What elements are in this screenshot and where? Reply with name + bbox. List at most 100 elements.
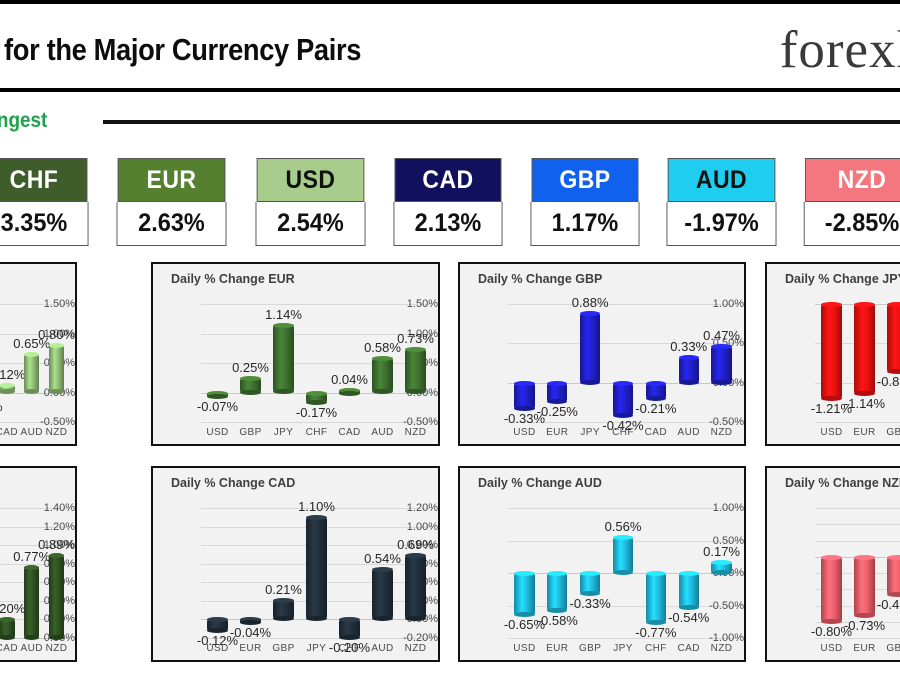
chart-bar (0, 383, 15, 395)
gridline (508, 605, 738, 607)
bar-cap-icon (547, 380, 568, 386)
chart-panel-chf: Daily % Change CHF1.40%1.20%1.00%0.80%0.… (0, 466, 77, 662)
bar-cap-icon (306, 399, 327, 405)
bar-data-label: -0.73% (843, 618, 886, 634)
gridline (508, 304, 738, 305)
currency-badge-gbp: GBP 1.17% (527, 158, 643, 246)
x-axis-tick: USD (513, 643, 536, 654)
bar-cap-icon (372, 567, 393, 573)
bar-cap-icon (547, 399, 568, 405)
chart-title-jpy: Daily % Change JPY (785, 272, 900, 286)
bar-data-label: -0.21% (635, 401, 677, 417)
chart-title-nzd: Daily % Change NZD (785, 476, 900, 490)
chart-panel-jpy: Daily % Change JPY0.00%-0.50%-1.00%-1.50… (765, 262, 900, 446)
x-axis-tick: NZD (45, 643, 68, 654)
x-axis-tick: JPY (580, 427, 600, 438)
bar-data-label: 0.65% (13, 336, 51, 352)
bar-data-label: 0.25% (232, 359, 269, 375)
page-header: e for the Major Currency Pairs forexli (0, 0, 900, 92)
currency-badge-usd: USD 2.54% (252, 158, 369, 246)
chart-bar (612, 380, 634, 418)
gridline (815, 422, 900, 423)
gridline (201, 508, 432, 509)
currency-badge-nzd: NZD -2.85% (800, 158, 900, 246)
x-axis-tick: USD (206, 643, 229, 654)
x-axis-tick: NZD (404, 643, 427, 654)
bar-cap-icon (645, 571, 667, 576)
gridline (0, 304, 69, 305)
currency-strength-badges: CHF 3.35% EUR 2.63% USD 2.54% CAD 2.13% GBP 1.17%… (0, 158, 900, 246)
bar-data-label: -0.25% (536, 404, 578, 420)
bar-data-label: 0.17% (703, 543, 740, 559)
bar-data-label: 0.04% (331, 372, 368, 388)
y-axis-tick: 1.50% (406, 298, 438, 310)
gridline (508, 422, 738, 423)
gridline (508, 638, 738, 639)
currency-badge-code: USD (256, 158, 365, 202)
x-axis-tick: USD (206, 427, 229, 438)
x-axis-tick: GBP (239, 427, 262, 438)
y-axis-tick: 1.00% (43, 327, 75, 340)
x-axis-tick: GBP (272, 643, 295, 654)
x-axis-tick: CHF (338, 643, 361, 654)
y-axis-tick: 0.80% (406, 539, 438, 552)
bar-cap-icon (645, 620, 667, 626)
x-axis-tick: EUR (239, 643, 262, 654)
x-axis-tick: CHF (305, 427, 328, 438)
bar-data-label: -0.33% (569, 596, 611, 612)
bar-cap-icon (306, 390, 327, 396)
chart-bar (306, 390, 327, 405)
chart-bar (645, 380, 667, 402)
bar-cap-icon (887, 591, 900, 597)
chart-bar (821, 302, 842, 402)
y-axis-tick: -0.50% (709, 599, 744, 612)
x-axis-tick: EUR (853, 427, 876, 438)
y-axis-tick: 1.00% (406, 520, 438, 533)
bar-cap-icon (0, 617, 15, 623)
bar-cap-icon (24, 389, 40, 395)
bar-cap-icon (273, 597, 294, 603)
x-axis-tick: JPY (306, 643, 327, 654)
bar-cap-icon (711, 379, 732, 385)
y-axis-tick: 1.40% (43, 502, 75, 514)
currency-badge-code: CAD (394, 158, 502, 202)
bar-cap-icon (240, 617, 261, 623)
currency-badge-value: -2.85% (803, 202, 900, 246)
y-axis-tick: 1.50% (43, 298, 75, 310)
bar-data-label: -0.07% (196, 398, 239, 414)
chart-bar (0, 617, 15, 640)
plot-area-usd: 1.50%1.00%0.50%0.00%-0.50%0.07%EUR-0.25%… (0, 290, 75, 444)
bar-cap-icon (372, 389, 393, 395)
bar-cap-icon (678, 354, 699, 360)
bar-cap-icon (48, 634, 65, 640)
x-axis-tick: JPY (273, 427, 294, 438)
bar-cap-icon (645, 380, 667, 386)
currency-badge-cad: CAD 2.13% (390, 158, 506, 246)
plot-area-cad: 1.20%1.00%0.80%0.60%0.40%0.20%0.00%-0.20… (153, 494, 438, 660)
bar-data-label: 0.20% (0, 601, 26, 617)
chart-bar (547, 571, 568, 613)
y-axis-tick: 1.20% (406, 502, 438, 514)
chart-bar (887, 554, 900, 597)
bar-cap-icon (612, 534, 634, 540)
chart-bar (207, 390, 228, 399)
bar-data-label: -0.20% (328, 640, 371, 655)
bar-cap-icon (645, 396, 667, 402)
y-axis-tick: -1.00% (709, 632, 744, 644)
chart-bar (207, 617, 228, 633)
gridline (201, 638, 432, 639)
gridline (0, 422, 69, 423)
bar-data-label: 0.88% (571, 295, 609, 311)
bar-cap-icon (514, 612, 535, 618)
bar-data-label: -1.14% (843, 395, 886, 411)
bar-cap-icon (854, 613, 875, 619)
bar-cap-icon (612, 569, 634, 575)
bar-cap-icon (405, 389, 426, 395)
chart-bar (405, 553, 426, 622)
bar-data-label: 0.33% (670, 338, 708, 354)
y-axis-tick: -0.50% (403, 416, 438, 428)
bar-cap-icon (273, 616, 294, 622)
bar-cap-icon (821, 302, 842, 307)
bar-data-label: 0.77% (13, 548, 51, 564)
chart-bar (273, 597, 294, 622)
